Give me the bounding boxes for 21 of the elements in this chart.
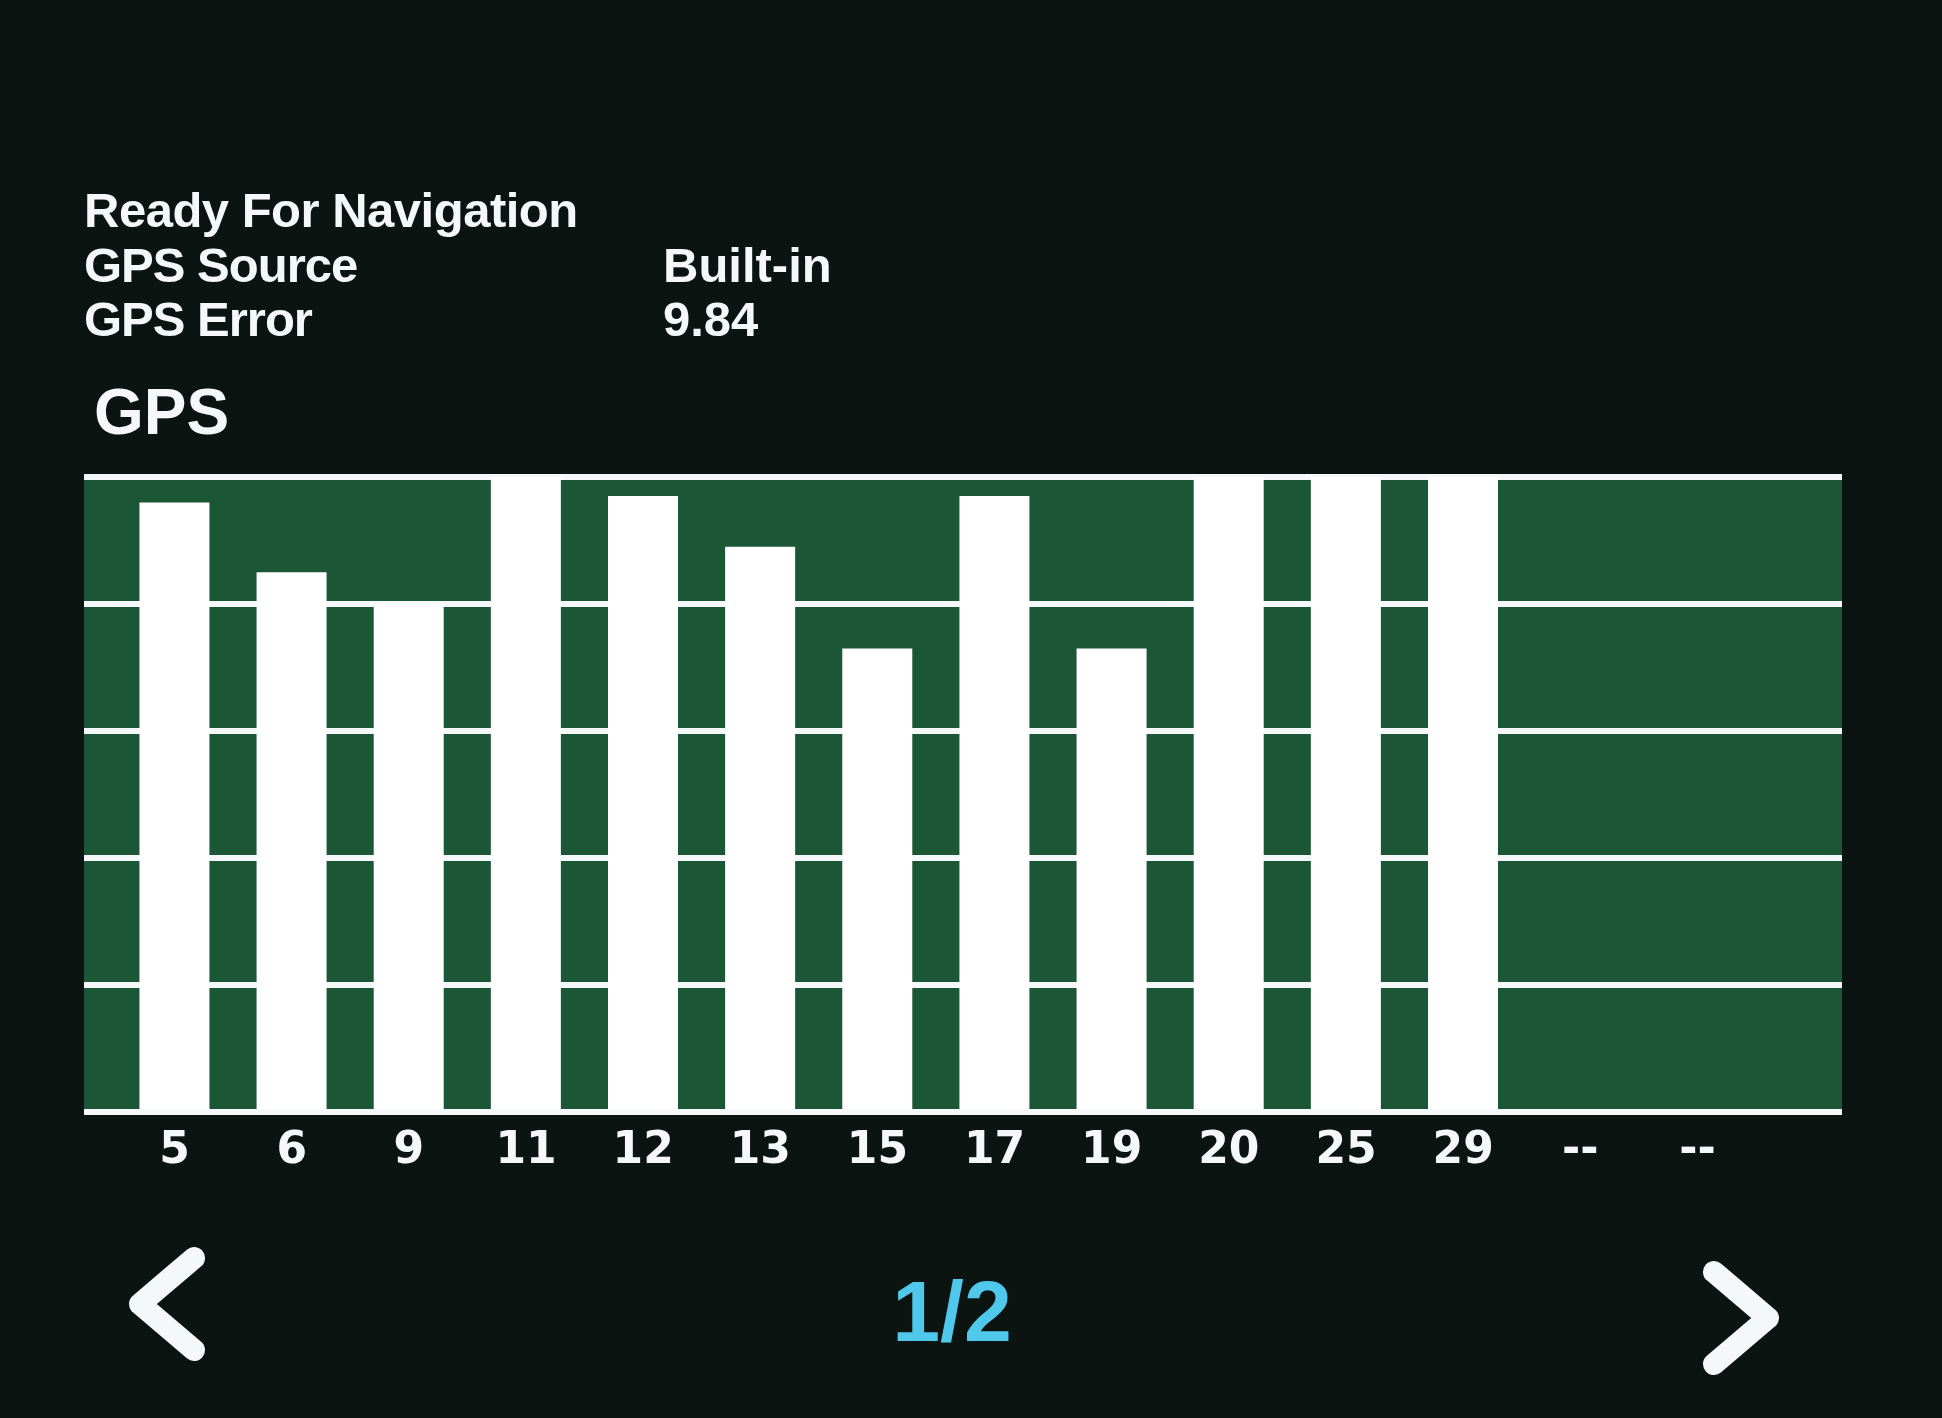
x-tick-label: 13 (729, 1122, 791, 1174)
text: 1/2 (892, 1263, 1012, 1359)
chart-title: GPS (94, 376, 230, 448)
text: Ready For Navigation (84, 183, 578, 237)
x-tick-label: 5 (159, 1122, 190, 1174)
x-tick-label: 19 (1081, 1122, 1143, 1174)
x-tick-label: 17 (963, 1122, 1026, 1174)
x-tick-label: 12 (612, 1122, 674, 1174)
x-tick-label: 11 (495, 1122, 557, 1174)
x-tick-label: 25 (1315, 1122, 1377, 1174)
x-tick-label: 6 (276, 1122, 308, 1174)
x-tick-label: -- (1679, 1122, 1716, 1174)
text: 9.84 (663, 292, 759, 346)
x-tick-label: 29 (1432, 1122, 1494, 1174)
text: Built-in (663, 238, 832, 292)
x-tick-label: 15 (846, 1122, 909, 1174)
text: GPS Source (84, 238, 358, 292)
text: GPS Error (84, 292, 312, 346)
x-tick-label: 9 (393, 1122, 425, 1174)
x-tick-label: -- (1562, 1122, 1599, 1174)
x-tick-label: 20 (1198, 1122, 1260, 1174)
